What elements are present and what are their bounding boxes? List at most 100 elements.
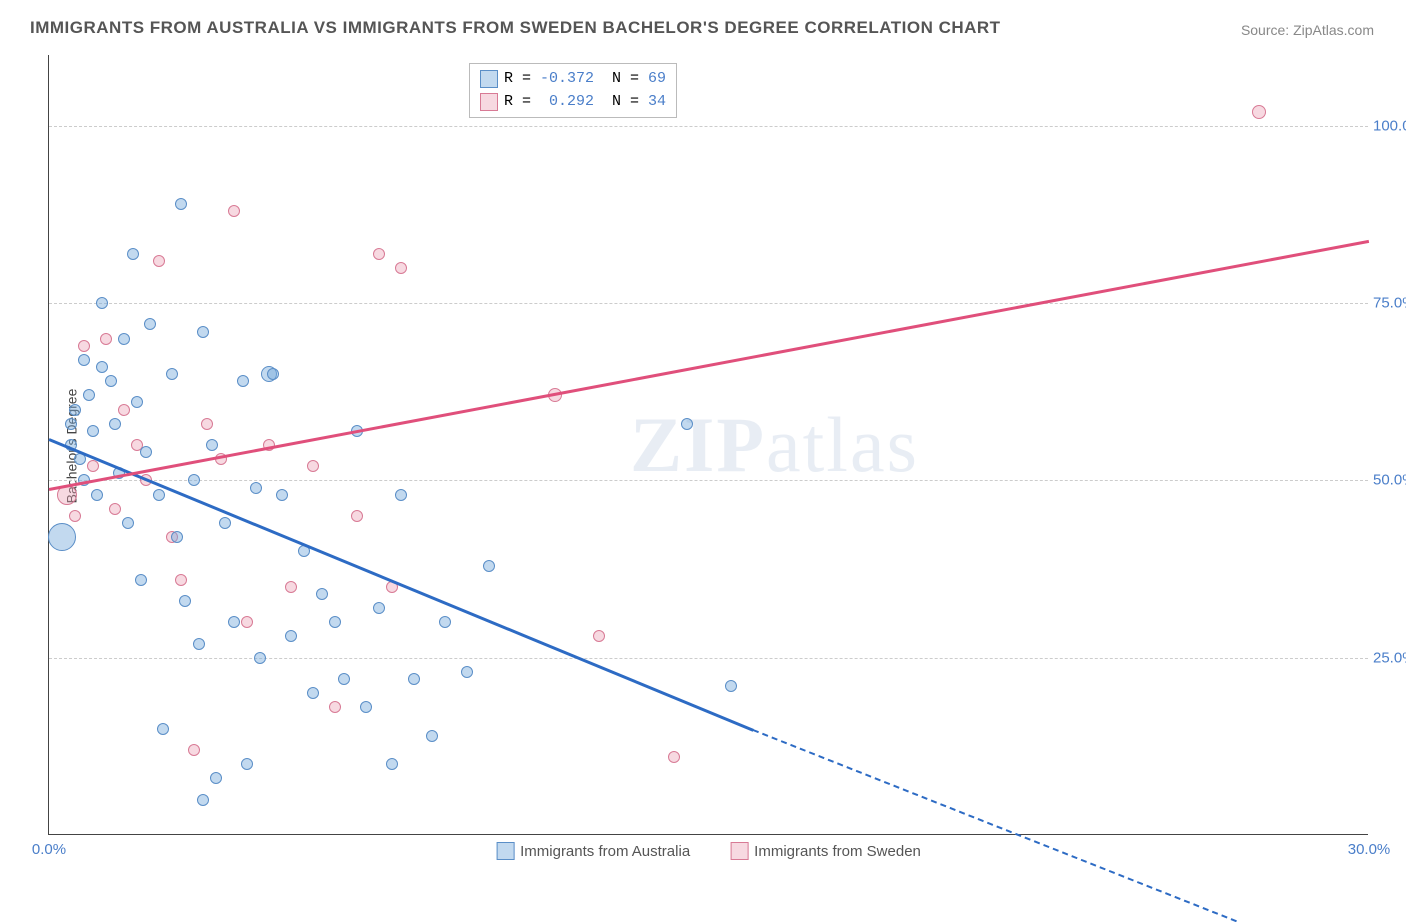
- scatter-point-a: [87, 425, 99, 437]
- scatter-point-a: [360, 701, 372, 713]
- scatter-point-a: [426, 730, 438, 742]
- scatter-point-a: [179, 595, 191, 607]
- scatter-point-b: [329, 701, 341, 713]
- scatter-point-b: [69, 510, 81, 522]
- scatter-point-b: [78, 340, 90, 352]
- watermark: ZIPatlas: [630, 400, 919, 490]
- scatter-point-b: [593, 630, 605, 642]
- y-tick-label: 75.0%: [1373, 295, 1406, 312]
- scatter-point-a: [338, 673, 350, 685]
- scatter-point-b: [109, 503, 121, 515]
- scatter-point-a: [48, 523, 76, 551]
- scatter-point-b: [153, 255, 165, 267]
- legend-item-b: Immigrants from Sweden: [730, 842, 921, 860]
- scatter-point-a: [250, 482, 262, 494]
- trend-line-b: [49, 239, 1370, 490]
- r-value-b: 0.292: [549, 93, 594, 110]
- scatter-point-a: [144, 318, 156, 330]
- scatter-point-a: [254, 652, 266, 664]
- x-tick-label: 0.0%: [32, 841, 66, 858]
- scatter-point-a: [395, 489, 407, 501]
- scatter-point-a: [96, 297, 108, 309]
- scatter-point-a: [188, 474, 200, 486]
- scatter-point-a: [725, 680, 737, 692]
- plot-area: ZIPatlas R = -0.372 N = 69 R = 0.292 N =…: [48, 55, 1368, 835]
- scatter-point-b: [395, 262, 407, 274]
- scatter-point-a: [219, 517, 231, 529]
- r-value-a: -0.372: [540, 70, 594, 87]
- legend-bottom: Immigrants from Australia Immigrants fro…: [496, 842, 921, 860]
- scatter-point-b: [285, 581, 297, 593]
- scatter-point-a: [461, 666, 473, 678]
- trend-line-a: [48, 438, 753, 731]
- gridline-h: [49, 658, 1368, 659]
- scatter-point-b: [307, 460, 319, 472]
- scatter-point-a: [65, 418, 77, 430]
- scatter-point-b: [1252, 105, 1266, 119]
- scatter-point-a: [109, 418, 121, 430]
- legend-swatch-b: [730, 842, 748, 860]
- scatter-point-a: [127, 248, 139, 260]
- scatter-point-a: [69, 404, 81, 416]
- scatter-point-a: [681, 418, 693, 430]
- scatter-point-b: [175, 574, 187, 586]
- trend-line-a-dashed: [753, 729, 1238, 922]
- scatter-point-a: [206, 439, 218, 451]
- scatter-point-b: [228, 205, 240, 217]
- scatter-point-a: [131, 396, 143, 408]
- scatter-point-b: [118, 404, 130, 416]
- scatter-point-a: [241, 758, 253, 770]
- scatter-point-a: [91, 489, 103, 501]
- y-tick-label: 50.0%: [1373, 472, 1406, 489]
- swatch-b: [480, 93, 498, 111]
- gridline-h: [49, 480, 1368, 481]
- scatter-point-a: [285, 630, 297, 642]
- scatter-point-a: [96, 361, 108, 373]
- scatter-point-a: [171, 531, 183, 543]
- legend-label-b: Immigrants from Sweden: [754, 843, 921, 860]
- scatter-point-a: [153, 489, 165, 501]
- scatter-point-a: [228, 616, 240, 628]
- scatter-point-a: [483, 560, 495, 572]
- gridline-h: [49, 303, 1368, 304]
- scatter-point-a: [135, 574, 147, 586]
- scatter-point-a: [83, 389, 95, 401]
- scatter-point-a: [439, 616, 451, 628]
- stats-row-b: R = 0.292 N = 34: [480, 91, 666, 114]
- scatter-point-a: [122, 517, 134, 529]
- scatter-point-a: [166, 368, 178, 380]
- scatter-point-a: [329, 616, 341, 628]
- y-tick-label: 100.0%: [1373, 117, 1406, 134]
- scatter-point-b: [188, 744, 200, 756]
- source-attribution: Source: ZipAtlas.com: [1241, 22, 1374, 38]
- scatter-point-a: [373, 602, 385, 614]
- scatter-point-a: [276, 489, 288, 501]
- stats-row-a: R = -0.372 N = 69: [480, 68, 666, 91]
- scatter-point-a: [316, 588, 328, 600]
- scatter-point-b: [668, 751, 680, 763]
- scatter-point-a: [105, 375, 117, 387]
- n-value-b: 34: [648, 93, 666, 110]
- scatter-point-a: [210, 772, 222, 784]
- scatter-point-a: [267, 368, 279, 380]
- scatter-point-b: [241, 616, 253, 628]
- scatter-point-a: [197, 794, 209, 806]
- scatter-point-b: [100, 333, 112, 345]
- chart-title: IMMIGRANTS FROM AUSTRALIA VS IMMIGRANTS …: [30, 18, 1001, 38]
- scatter-point-a: [157, 723, 169, 735]
- gridline-h: [49, 126, 1368, 127]
- scatter-point-a: [307, 687, 319, 699]
- scatter-point-a: [193, 638, 205, 650]
- legend-swatch-a: [496, 842, 514, 860]
- scatter-point-a: [197, 326, 209, 338]
- swatch-a: [480, 70, 498, 88]
- x-tick-label: 30.0%: [1348, 841, 1391, 858]
- scatter-point-a: [140, 446, 152, 458]
- y-tick-label: 25.0%: [1373, 649, 1406, 666]
- scatter-point-a: [386, 758, 398, 770]
- legend-label-a: Immigrants from Australia: [520, 843, 690, 860]
- scatter-point-a: [237, 375, 249, 387]
- legend-item-a: Immigrants from Australia: [496, 842, 690, 860]
- scatter-point-b: [351, 510, 363, 522]
- scatter-point-b: [373, 248, 385, 260]
